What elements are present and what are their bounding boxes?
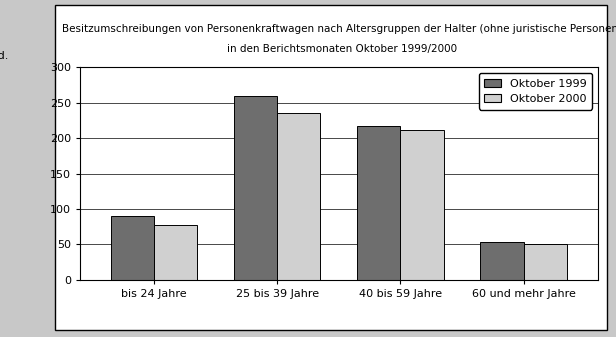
Text: Besitzumschreibungen von Personenkraftwagen nach Altersgruppen der Halter (ohne : Besitzumschreibungen von Personenkraftwa… (62, 24, 616, 34)
Text: in den Berichtsmonaten Oktober 1999/2000: in den Berichtsmonaten Oktober 1999/2000 (227, 44, 457, 54)
Bar (277, 113, 320, 280)
Bar (524, 244, 567, 280)
Bar (234, 96, 277, 280)
Bar (111, 216, 154, 280)
Bar (400, 130, 444, 280)
Legend: Oktober 1999, Oktober 2000: Oktober 1999, Oktober 2000 (479, 73, 592, 110)
Text: Tsd.: Tsd. (0, 51, 8, 61)
Bar (480, 242, 524, 280)
Bar (154, 225, 197, 280)
Bar (357, 126, 400, 280)
